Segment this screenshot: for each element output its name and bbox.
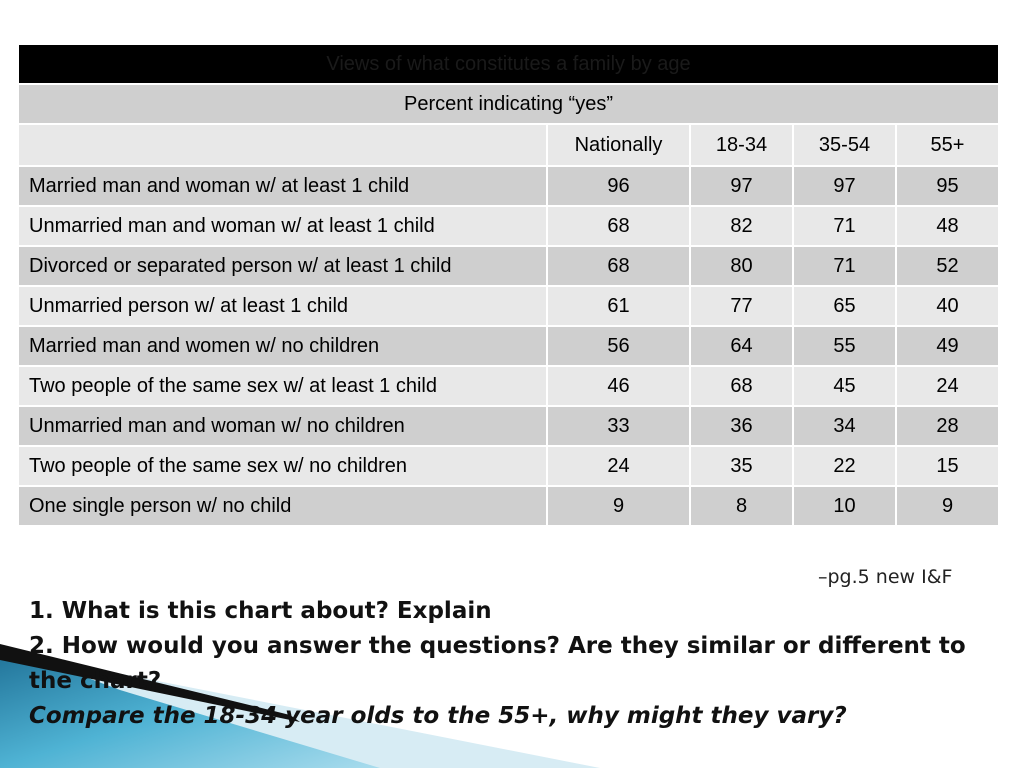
row-value-cell: 9 (894, 485, 1001, 527)
table-subtitle: Percent indicating “yes” (16, 83, 1001, 125)
row-value-cell: 97 (689, 165, 794, 207)
row-label: Married man and woman w/ at least 1 chil… (17, 165, 548, 207)
header-18-34: 18-34 (689, 123, 794, 167)
row-value-cell: 24 (546, 445, 691, 487)
row-value-cell: 68 (689, 365, 794, 407)
table-row: Unmarried person w/ at least 1 child 61 77… (17, 285, 1001, 327)
header-35-54: 35-54 (792, 123, 897, 167)
row-label: Unmarried man and woman w/ at least 1 ch… (17, 205, 548, 247)
row-value-cell: 80 (689, 245, 794, 287)
row-value-cell: 28 (894, 405, 1001, 447)
row-value-cell: 96 (546, 165, 691, 207)
black-stripe (0, 644, 300, 722)
table-row: Divorced or separated person w/ at least… (17, 245, 1001, 287)
row-value-cell: 45 (792, 365, 897, 407)
family-views-table-container: Views of what constitutes a family by ag… (16, 43, 1001, 527)
row-value-cell: 65 (792, 285, 897, 327)
table-row: Unmarried man and woman w/ no children 33… (17, 405, 1001, 447)
table-title: Views of what constitutes a family by ag… (16, 43, 1001, 85)
row-value-cell: 34 (792, 405, 897, 447)
row-label: Two people of the same sex w/ no childre… (17, 445, 548, 487)
row-value-cell: 48 (894, 205, 1001, 247)
blue-sweep (0, 645, 380, 768)
row-label: Two people of the same sex w/ at least 1… (17, 365, 548, 407)
row-label: Unmarried man and woman w/ no children (17, 405, 548, 447)
table-row: Two people of the same sex w/ no childre… (17, 445, 1001, 487)
row-label: Married man and women w/ no children (17, 325, 548, 367)
source-note: –pg.5 new I&F (818, 566, 953, 588)
discussion-questions: 1. What is this chart about? Explain 2. … (29, 594, 989, 734)
question-3: Compare the 18-34 year olds to the 55+, … (29, 703, 847, 729)
row-value-cell: 36 (689, 405, 794, 447)
row-value-cell: 82 (689, 205, 794, 247)
header-55-plus: 55+ (894, 123, 1001, 167)
header-blank-cell (17, 123, 548, 167)
row-value-cell: 22 (792, 445, 897, 487)
table-subtitle-row: Percent indicating “yes” (16, 83, 1001, 125)
table-row: Two people of the same sex w/ at least 1… (17, 365, 1001, 407)
row-label: One single person w/ no child (17, 485, 548, 527)
family-views-table: Views of what constitutes a family by ag… (16, 43, 1001, 527)
table-row: One single person w/ no child 9 8 10 9 (17, 485, 1001, 527)
row-value-cell: 33 (546, 405, 691, 447)
row-value-cell: 68 (546, 205, 691, 247)
row-value-cell: 15 (894, 445, 1001, 487)
row-value-cell: 55 (792, 325, 897, 367)
question-1: 1. What is this chart about? Explain (29, 598, 492, 624)
row-value-cell: 56 (546, 325, 691, 367)
table-header-row: Nationally 18-34 35-54 55+ (17, 123, 1001, 167)
row-value-cell: 8 (689, 485, 794, 527)
table-row: Married man and women w/ no children 56 64… (17, 325, 1001, 367)
row-label: Unmarried person w/ at least 1 child (17, 285, 548, 327)
row-value-cell: 77 (689, 285, 794, 327)
row-value-cell: 49 (894, 325, 1001, 367)
row-value-cell: 71 (792, 245, 897, 287)
table-row: Married man and woman w/ at least 1 chil… (17, 165, 1001, 207)
row-value-cell: 71 (792, 205, 897, 247)
row-value-cell: 46 (546, 365, 691, 407)
table-title-row: Views of what constitutes a family by ag… (16, 43, 1001, 85)
row-value-cell: 95 (894, 165, 1001, 207)
row-value-cell: 40 (894, 285, 1001, 327)
row-value-cell: 24 (894, 365, 1001, 407)
row-value-cell: 35 (689, 445, 794, 487)
row-value-cell: 68 (546, 245, 691, 287)
table-row: Unmarried man and woman w/ at least 1 ch… (17, 205, 1001, 247)
row-value-cell: 97 (792, 165, 897, 207)
row-value-cell: 61 (546, 285, 691, 327)
row-label: Divorced or separated person w/ at least… (17, 245, 548, 287)
row-value-cell: 52 (894, 245, 1001, 287)
header-nationally: Nationally (546, 123, 691, 167)
row-value-cell: 10 (792, 485, 897, 527)
question-2: 2. How would you answer the questions? A… (29, 633, 966, 694)
row-value-cell: 64 (689, 325, 794, 367)
row-value-cell: 9 (546, 485, 691, 527)
